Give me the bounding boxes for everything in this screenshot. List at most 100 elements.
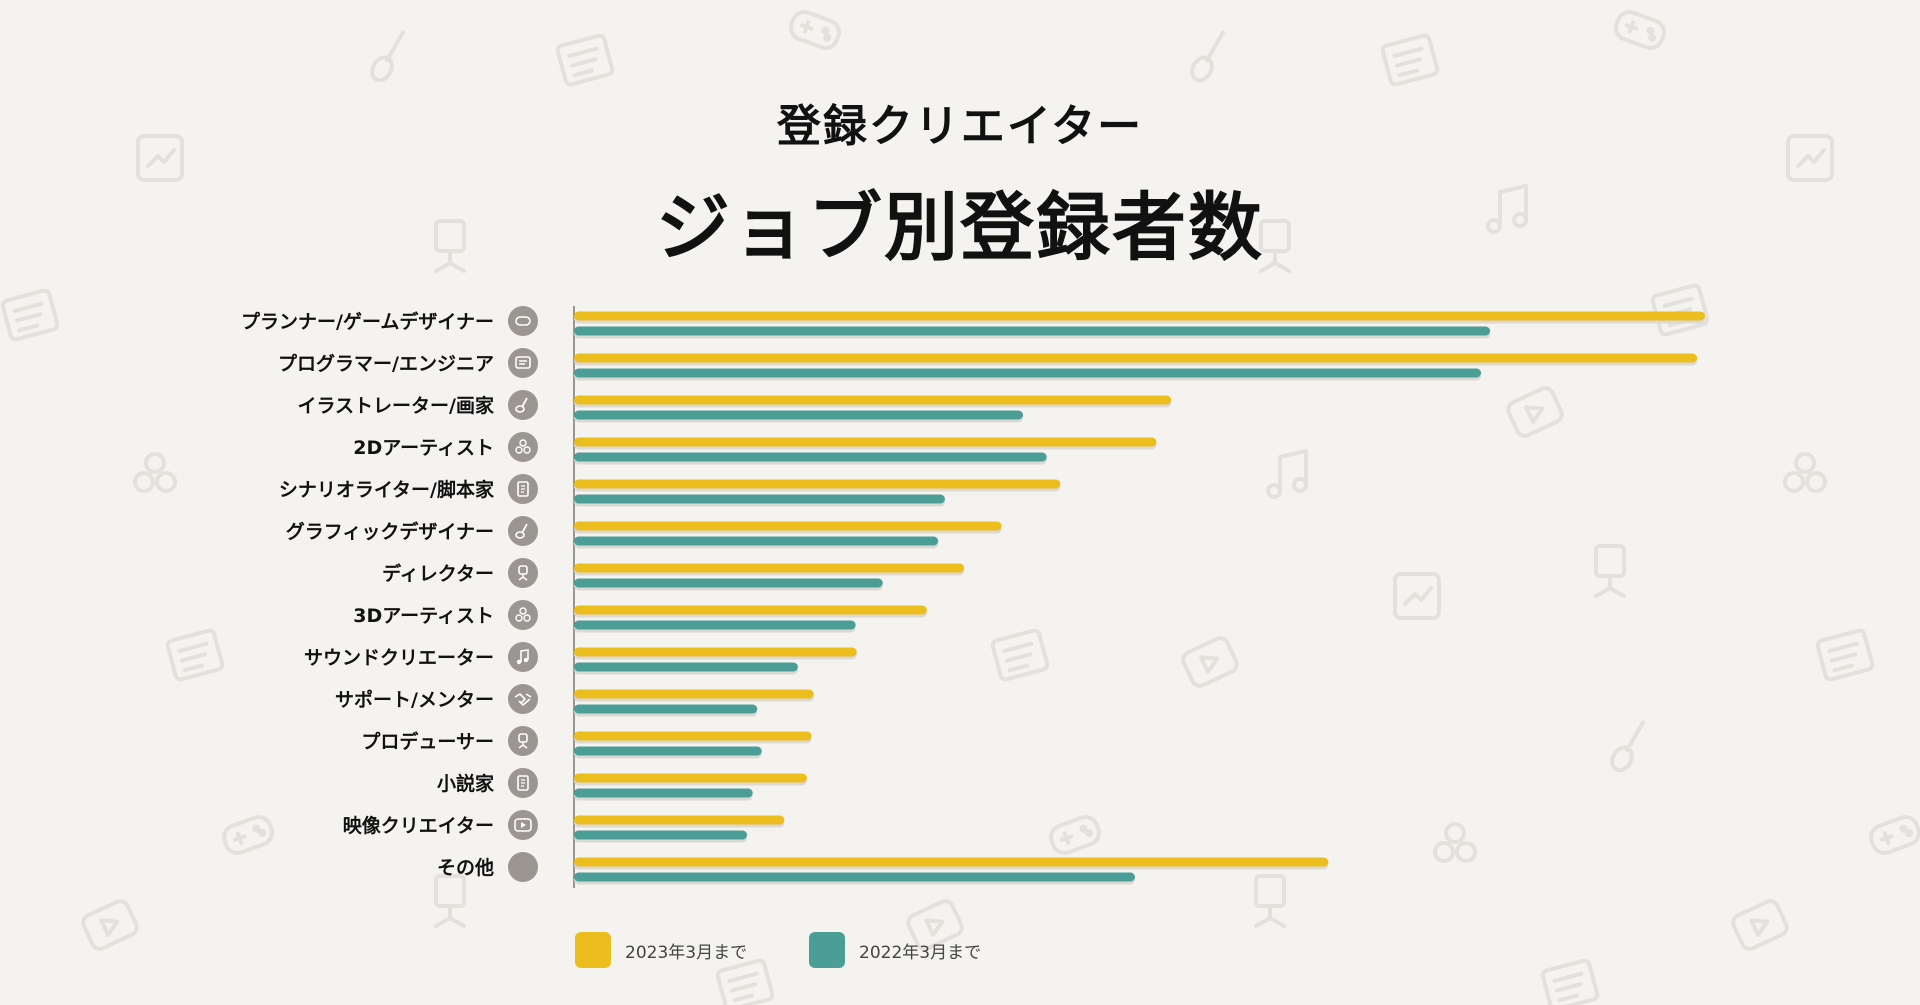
chart-title: ジョブ別登録者数 bbox=[656, 185, 1264, 271]
category-row: 小説家 bbox=[437, 768, 807, 801]
category-label: 映像クリエイター bbox=[343, 814, 494, 837]
category-label: グラフィックデザイナー bbox=[286, 520, 494, 543]
category-row: イラストレーター/画家 bbox=[297, 390, 1172, 423]
icon-badge bbox=[508, 642, 538, 672]
gamepad-icon bbox=[1614, 10, 1666, 50]
category-label: プロデューサー bbox=[361, 730, 494, 753]
category-row: サポート/メンター bbox=[335, 684, 814, 717]
chair-icon bbox=[434, 874, 466, 928]
bar-2022 bbox=[574, 410, 1024, 420]
legend-swatch-2023 bbox=[575, 932, 611, 968]
icon-badge bbox=[508, 306, 538, 336]
document-icon bbox=[0, 288, 60, 342]
category-row: ディレクター bbox=[382, 558, 965, 591]
cubes-icon bbox=[508, 600, 538, 630]
category-row: プランナー/ゲームデザイナー bbox=[241, 306, 1705, 339]
document-icon bbox=[1380, 33, 1440, 87]
bar-2023 bbox=[574, 437, 1157, 447]
bar-2022 bbox=[574, 620, 856, 630]
blank-icon bbox=[508, 852, 538, 882]
bar-2022 bbox=[574, 578, 883, 588]
bar-2022 bbox=[574, 452, 1047, 462]
bar-2022 bbox=[574, 494, 945, 504]
bar-2023 bbox=[574, 773, 807, 783]
category-label: シナリオライター/脚本家 bbox=[279, 478, 495, 501]
category-label: プログラマー/エンジニア bbox=[278, 352, 494, 375]
video-play-icon bbox=[81, 899, 139, 951]
video-play-icon bbox=[1731, 899, 1789, 951]
cubes-icon bbox=[508, 432, 538, 462]
bar-2022 bbox=[574, 326, 1491, 336]
chair-icon bbox=[1594, 544, 1626, 598]
icon-badge bbox=[508, 684, 538, 714]
music-note-icon bbox=[1266, 449, 1308, 499]
bar-2022 bbox=[574, 830, 748, 840]
bar-2023 bbox=[574, 815, 785, 825]
document-icon bbox=[715, 958, 775, 1005]
brush-icon bbox=[508, 516, 538, 546]
category-row: 2Dアーティスト bbox=[353, 432, 1157, 465]
category-label: イラストレーター/画家 bbox=[297, 394, 495, 417]
bar-2022 bbox=[574, 704, 758, 714]
legend-swatch-2022 bbox=[809, 932, 845, 968]
category-label: その他 bbox=[437, 856, 494, 879]
category-label: プランナー/ゲームデザイナー bbox=[241, 310, 494, 333]
chart-icon bbox=[136, 134, 184, 182]
category-row: サウンドクリエーター bbox=[304, 642, 857, 675]
category-row: プログラマー/エンジニア bbox=[278, 348, 1698, 381]
brush-icon bbox=[1610, 720, 1645, 773]
cubes-icon bbox=[1433, 822, 1477, 863]
legend-label-2023: 2023年3月まで bbox=[625, 942, 748, 963]
category-row: プロデューサー bbox=[361, 726, 812, 759]
bar-2023 bbox=[574, 311, 1705, 321]
category-row: その他 bbox=[437, 852, 1329, 885]
bar-2023 bbox=[574, 563, 965, 573]
cubes-icon bbox=[133, 452, 177, 493]
category-label: サポート/メンター bbox=[335, 688, 494, 711]
bar-2022 bbox=[574, 536, 939, 546]
video-play-icon bbox=[906, 899, 964, 951]
music-note-icon bbox=[1486, 184, 1528, 234]
legend-item-2023: 2023年3月まで bbox=[575, 932, 747, 968]
bar-2022 bbox=[574, 746, 762, 756]
bar-2023 bbox=[574, 521, 1002, 531]
video-play-icon bbox=[1181, 636, 1239, 688]
icon-badge bbox=[508, 432, 538, 462]
chair-icon bbox=[1254, 874, 1286, 928]
legend-label-2022: 2022年3月まで bbox=[859, 942, 982, 963]
category-label: 3Dアーティスト bbox=[353, 605, 494, 627]
gamepad-icon bbox=[508, 306, 538, 336]
bar-2023 bbox=[574, 857, 1329, 867]
category-label: 小説家 bbox=[437, 772, 495, 795]
video-play-icon bbox=[1506, 386, 1564, 438]
bar-2023 bbox=[574, 647, 857, 657]
category-row: 映像クリエイター bbox=[343, 810, 785, 843]
brush-icon bbox=[370, 30, 405, 83]
brush-icon bbox=[1190, 30, 1225, 83]
cubes-icon bbox=[1783, 452, 1827, 493]
bar-2022 bbox=[574, 368, 1482, 378]
icon-badge bbox=[508, 558, 538, 588]
bar-2023 bbox=[574, 605, 927, 615]
bar-2023 bbox=[574, 689, 814, 699]
gamepad-icon bbox=[222, 815, 274, 855]
document-icon bbox=[1815, 628, 1875, 682]
category-row: 3Dアーティスト bbox=[353, 600, 927, 633]
music-note-icon bbox=[508, 642, 538, 672]
video-play-icon bbox=[508, 810, 538, 840]
document-icon bbox=[508, 474, 538, 504]
gamepad-icon bbox=[1049, 815, 1101, 855]
bar-2022 bbox=[574, 788, 753, 798]
chair-icon bbox=[508, 726, 538, 756]
chair-icon bbox=[1259, 219, 1291, 273]
bar-2023 bbox=[574, 479, 1061, 489]
document-icon bbox=[1540, 958, 1600, 1005]
chart-icon bbox=[1786, 134, 1834, 182]
chart-subtitle: 登録クリエイター bbox=[776, 101, 1144, 152]
chair-icon bbox=[434, 219, 466, 273]
icon-badge bbox=[508, 348, 538, 378]
bar-2023 bbox=[574, 353, 1698, 363]
gamepad-icon bbox=[1869, 815, 1920, 855]
